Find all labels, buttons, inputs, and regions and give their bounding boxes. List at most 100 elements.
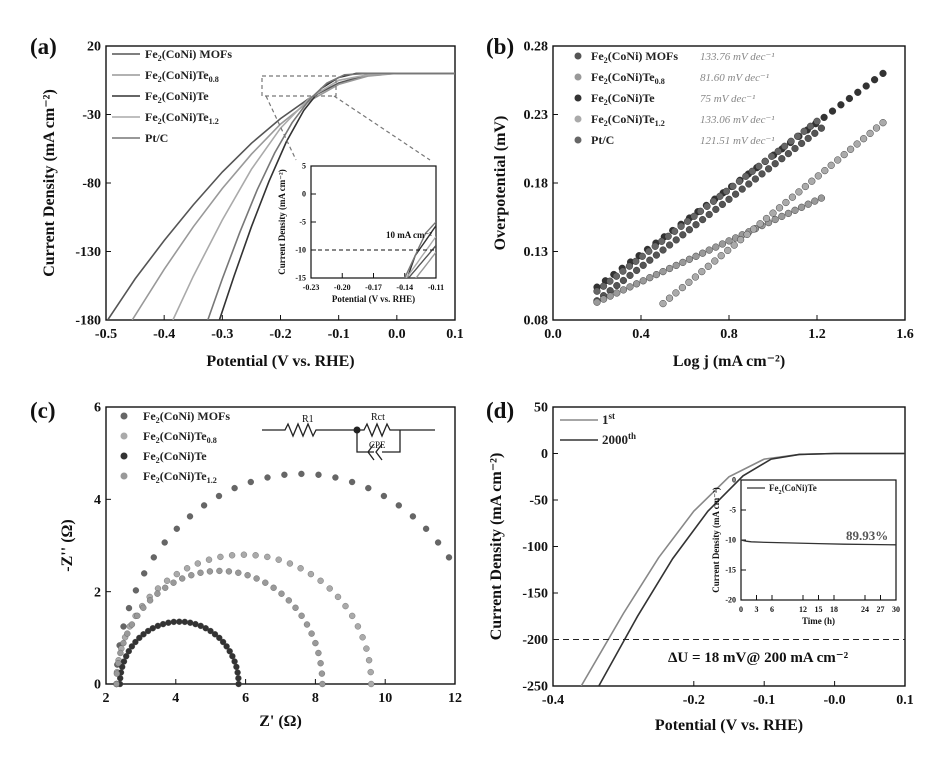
panel-a-zoom-arrow <box>333 95 431 161</box>
panel-b-data-point <box>705 210 713 219</box>
panel-b-data-point <box>837 101 845 109</box>
panel-c-data-point <box>253 575 260 582</box>
panel-b-data-point <box>619 267 627 275</box>
panel-c-ytick-label: 2 <box>94 585 101 600</box>
panel-a-zoom-arrow <box>265 95 297 161</box>
panel-c-data-point <box>332 474 339 481</box>
panel-b-data-point <box>677 222 685 230</box>
panel-c-data-point <box>326 585 333 592</box>
panel-c-data-point <box>233 663 240 671</box>
panel-b-data-point <box>632 257 640 265</box>
panel-b-data-point <box>791 206 799 214</box>
panel-c-data-point <box>165 619 172 626</box>
panel-a-zoom-box <box>261 75 337 97</box>
panel-c-data-point <box>140 631 147 638</box>
panel-b-data-point <box>731 190 740 198</box>
panel-c-data-point <box>120 639 127 647</box>
panel-d-inset-ytick-label: -20 <box>725 596 736 605</box>
panel-a-series-line <box>207 72 455 320</box>
panel-c-legend-swatch <box>120 452 128 460</box>
panel-c-data-point <box>219 638 227 646</box>
panel-b-data-point <box>606 277 614 285</box>
panel-c-data-point <box>270 584 277 591</box>
panel-label-a: (a) <box>30 34 57 59</box>
panel-b-data-point <box>787 137 795 145</box>
panel-a-inset-series-line <box>407 245 436 278</box>
panel-c-data-point <box>202 625 209 632</box>
panel-c-data-point <box>125 648 132 655</box>
panel-a-legend-label: Fe2(CoNi)Te <box>145 89 209 105</box>
panel-b-data-point <box>774 147 782 155</box>
panel-c-data-point <box>235 675 242 682</box>
panel-b-data-point <box>612 272 621 280</box>
panel-b-legend-slope: 133.06 mV dec⁻¹ <box>700 114 775 126</box>
panel-b-data-point <box>725 237 733 245</box>
panel-b-data-point <box>806 122 815 130</box>
panel-a-ytick-label: -180 <box>75 314 101 329</box>
panel-b-data-point <box>769 209 777 217</box>
panel-c-legend-swatch <box>120 472 128 480</box>
panel-b-data-point <box>771 160 779 168</box>
panel-b-data-point <box>743 230 751 239</box>
panel-c-data-point <box>223 643 230 650</box>
panel-a-inset-xtick-label: -0.14 <box>396 283 413 292</box>
panel-b-data-point <box>679 258 687 267</box>
panel-c-circuit-r1 <box>262 422 345 438</box>
panel-b-data-point <box>859 135 868 143</box>
panel-c-data-point <box>285 597 292 604</box>
panel-b-data-point <box>840 151 848 159</box>
panel-c-data-point <box>226 648 233 655</box>
panel-b-legend-swatch <box>574 52 582 60</box>
panel-d-inset-xtick-label: 3 <box>755 605 759 614</box>
panel-c-data-point <box>117 649 124 657</box>
panel-c-legend-swatch <box>120 432 128 440</box>
panel-b-data-point <box>716 192 724 200</box>
panel-b-legend-swatch <box>574 94 582 102</box>
panel-d-annotation: ΔU = 18 mV@ 200 mA cm⁻² <box>668 650 849 666</box>
panel-b-data-point <box>811 129 819 137</box>
panel-c-data-point <box>229 653 236 660</box>
panel-a-xlabel: Potential (V vs. RHE) <box>206 353 354 370</box>
panel-a-xtick-label: -0.3 <box>211 327 233 342</box>
panel-d-inset-ytick-label: -15 <box>725 566 736 575</box>
panel-b-data-point <box>778 212 786 221</box>
panel-c-data-point <box>315 471 322 478</box>
panel-c-data-point <box>434 539 442 546</box>
panel-b-ytick-label: 0.13 <box>524 245 549 260</box>
panel-b-data-point <box>845 94 854 103</box>
panel-c-data-point <box>162 584 169 591</box>
panel-d-inset-ytick-label: -10 <box>725 536 736 545</box>
panel-b-data-point <box>705 246 713 254</box>
panel-b-legend-slope: 81.60 mV dec⁻¹ <box>700 72 769 84</box>
panel-c-data-point <box>298 612 305 619</box>
panel-b-xlabel: Log j (mA cm⁻²) <box>673 353 785 370</box>
panel-c-data-point <box>363 645 370 652</box>
panel-b-data-point <box>646 256 654 264</box>
panel-b-legend-swatch <box>574 73 582 81</box>
panel-b-data-point <box>646 274 654 282</box>
panel-c-data-point <box>187 619 194 626</box>
panel-b-data-point <box>672 236 680 244</box>
panel-c-data-point <box>128 643 136 650</box>
panel-c-data-point <box>170 618 177 626</box>
panel-b-data-point <box>665 294 674 302</box>
panel-d-xtick-label: 0.1 <box>896 693 914 708</box>
panel-c-data-point <box>176 618 183 625</box>
panel-b-data-point <box>797 139 806 148</box>
panel-a-xtick-label: 0.0 <box>388 327 406 342</box>
panel-c-legend-label: Fe2(CoNi)Te1.2 <box>143 469 217 485</box>
panel-d-inset-ytick-label: 0 <box>732 476 736 485</box>
panel-b-ytick-label: 0.18 <box>524 177 549 192</box>
panel-b-data-point <box>659 268 667 276</box>
panel-c-data-point <box>132 587 140 594</box>
panel-b-data-point <box>814 172 822 180</box>
panel-d-xlabel: Potential (V vs. RHE) <box>655 717 803 734</box>
panel-d-inset-annotation: 89.93% <box>846 528 888 543</box>
panel-b-data-point <box>718 200 727 209</box>
panel-c-data-point <box>395 502 402 509</box>
panel-c-data-point <box>211 631 219 638</box>
panel-d-ytick-label: -150 <box>522 587 548 602</box>
panel-b-data-point <box>800 127 808 135</box>
panel-b-data-point <box>730 241 738 249</box>
panel-c-data-point <box>307 570 315 578</box>
